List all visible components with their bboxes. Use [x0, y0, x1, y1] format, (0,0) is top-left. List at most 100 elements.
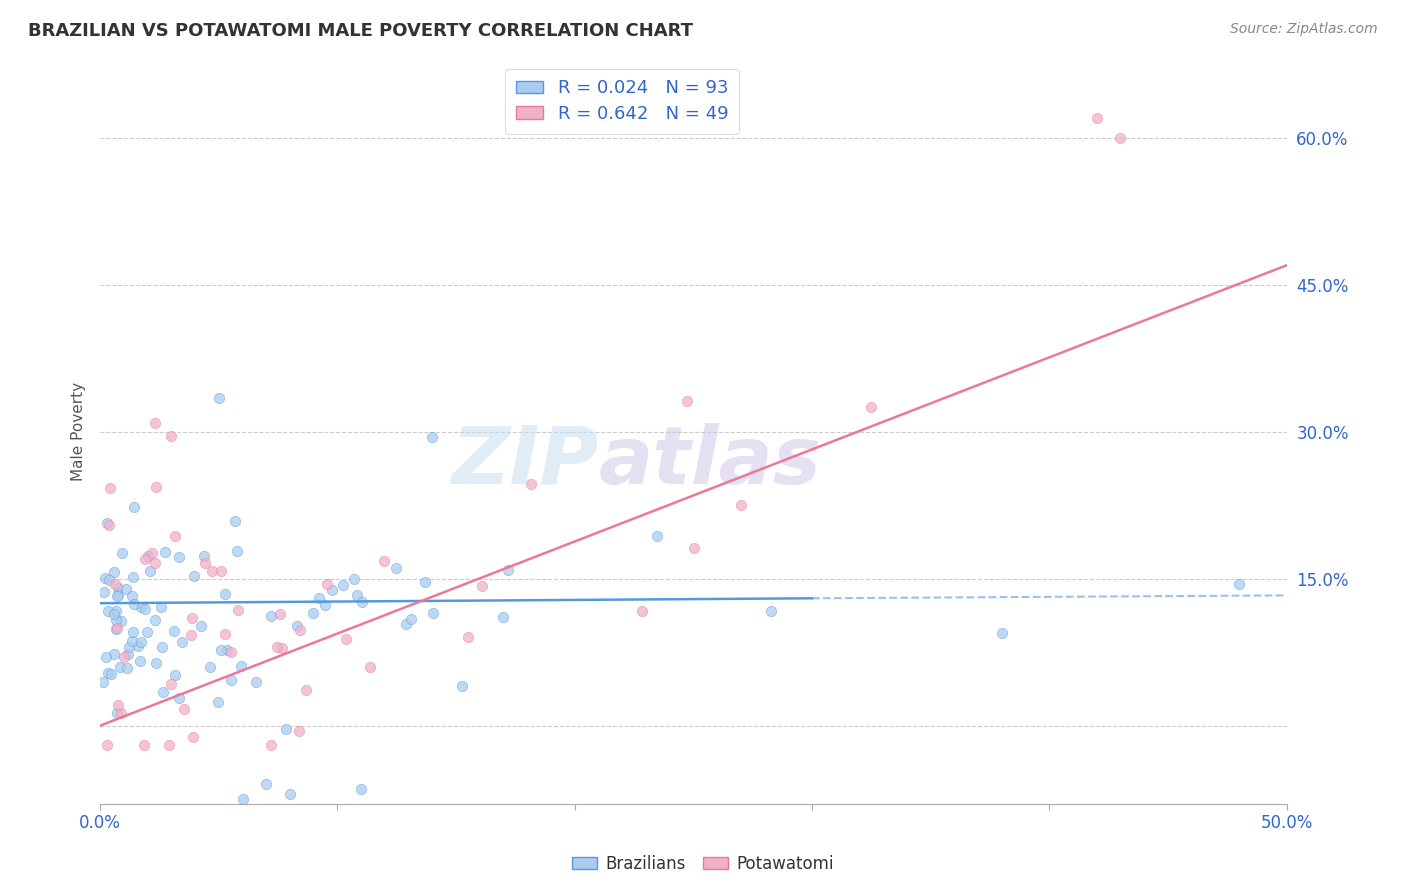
Point: [170, 634, 193, 648]
Point: [209, 565, 232, 579]
Point: [114, 650, 136, 665]
Point: [93, 585, 115, 599]
Point: [260, 738, 283, 752]
Point: [107, 698, 129, 713]
Point: [96, 516, 118, 531]
Legend: R = 0.024   N = 93, R = 0.642   N = 49: R = 0.024 N = 93, R = 0.642 N = 49: [505, 69, 740, 134]
Point: [343, 572, 366, 586]
Point: [208, 391, 231, 405]
Point: [215, 643, 238, 657]
Point: [451, 679, 474, 693]
Point: [180, 610, 202, 624]
Point: [316, 577, 339, 591]
Point: [181, 730, 204, 744]
Point: [193, 549, 215, 563]
Point: [131, 635, 153, 649]
Point: [761, 605, 783, 619]
Point: [110, 660, 132, 674]
Point: [350, 782, 373, 797]
Point: [159, 677, 181, 691]
Point: [260, 609, 283, 624]
Point: [143, 557, 166, 571]
Point: [163, 624, 186, 639]
Point: [103, 648, 125, 662]
Point: [149, 599, 172, 614]
Point: [346, 588, 368, 602]
Point: [214, 626, 236, 640]
Point: [111, 545, 134, 559]
Point: [201, 564, 224, 578]
Point: [96, 738, 118, 752]
Point: [157, 738, 180, 752]
Text: atlas: atlas: [599, 423, 821, 500]
Point: [122, 597, 145, 611]
Point: [308, 591, 330, 605]
Point: [1227, 576, 1250, 591]
Point: [107, 588, 129, 602]
Point: [121, 590, 143, 604]
Point: [395, 617, 418, 632]
Point: [105, 706, 128, 720]
Point: [335, 632, 357, 647]
Point: [288, 623, 311, 637]
Point: [143, 416, 166, 430]
Point: [198, 660, 221, 674]
Point: [134, 551, 156, 566]
Point: [163, 529, 186, 543]
Point: [287, 723, 309, 738]
Point: [114, 582, 136, 597]
Point: [127, 639, 149, 653]
Point: [266, 640, 288, 654]
Text: BRAZILIAN VS POTAWATOMI MALE POVERTY CORRELATION CHART: BRAZILIAN VS POTAWATOMI MALE POVERTY COR…: [28, 22, 693, 40]
Point: [1085, 112, 1108, 126]
Point: [229, 658, 252, 673]
Point: [103, 607, 125, 622]
Point: [332, 578, 354, 592]
Point: [730, 498, 752, 512]
Point: [117, 647, 139, 661]
Point: [103, 565, 125, 579]
Point: [104, 613, 127, 627]
Point: [169, 550, 191, 565]
Point: [471, 579, 494, 593]
Point: [245, 675, 267, 690]
Point: [254, 777, 277, 791]
Point: [645, 529, 668, 543]
Point: [226, 543, 249, 558]
Point: [276, 722, 298, 736]
Point: [422, 606, 444, 620]
Text: Source: ZipAtlas.com: Source: ZipAtlas.com: [1230, 22, 1378, 37]
Point: [134, 738, 156, 752]
Point: [314, 598, 336, 612]
Text: ZIP: ZIP: [451, 423, 599, 500]
Point: [415, 574, 437, 589]
Point: [97, 665, 120, 680]
Point: [96, 604, 118, 618]
Point: [321, 582, 343, 597]
Point: [676, 394, 699, 409]
Point: [359, 660, 381, 674]
Point: [207, 695, 229, 709]
Point: [129, 654, 152, 668]
Point: [496, 563, 519, 577]
Point: [145, 480, 167, 494]
Point: [350, 595, 373, 609]
Point: [94, 571, 117, 585]
Point: [420, 430, 443, 444]
Point: [141, 546, 163, 560]
Point: [492, 610, 515, 624]
Point: [122, 500, 145, 515]
Point: [110, 614, 132, 628]
Point: [214, 587, 236, 601]
Point: [98, 517, 121, 532]
Point: [209, 643, 232, 657]
Point: [121, 570, 143, 584]
Point: [139, 564, 162, 578]
Point: [121, 634, 143, 648]
Point: [631, 604, 654, 618]
Point: [104, 577, 127, 591]
Point: [221, 645, 243, 659]
Point: [98, 481, 121, 495]
Point: [194, 556, 217, 570]
Point: [285, 619, 308, 633]
